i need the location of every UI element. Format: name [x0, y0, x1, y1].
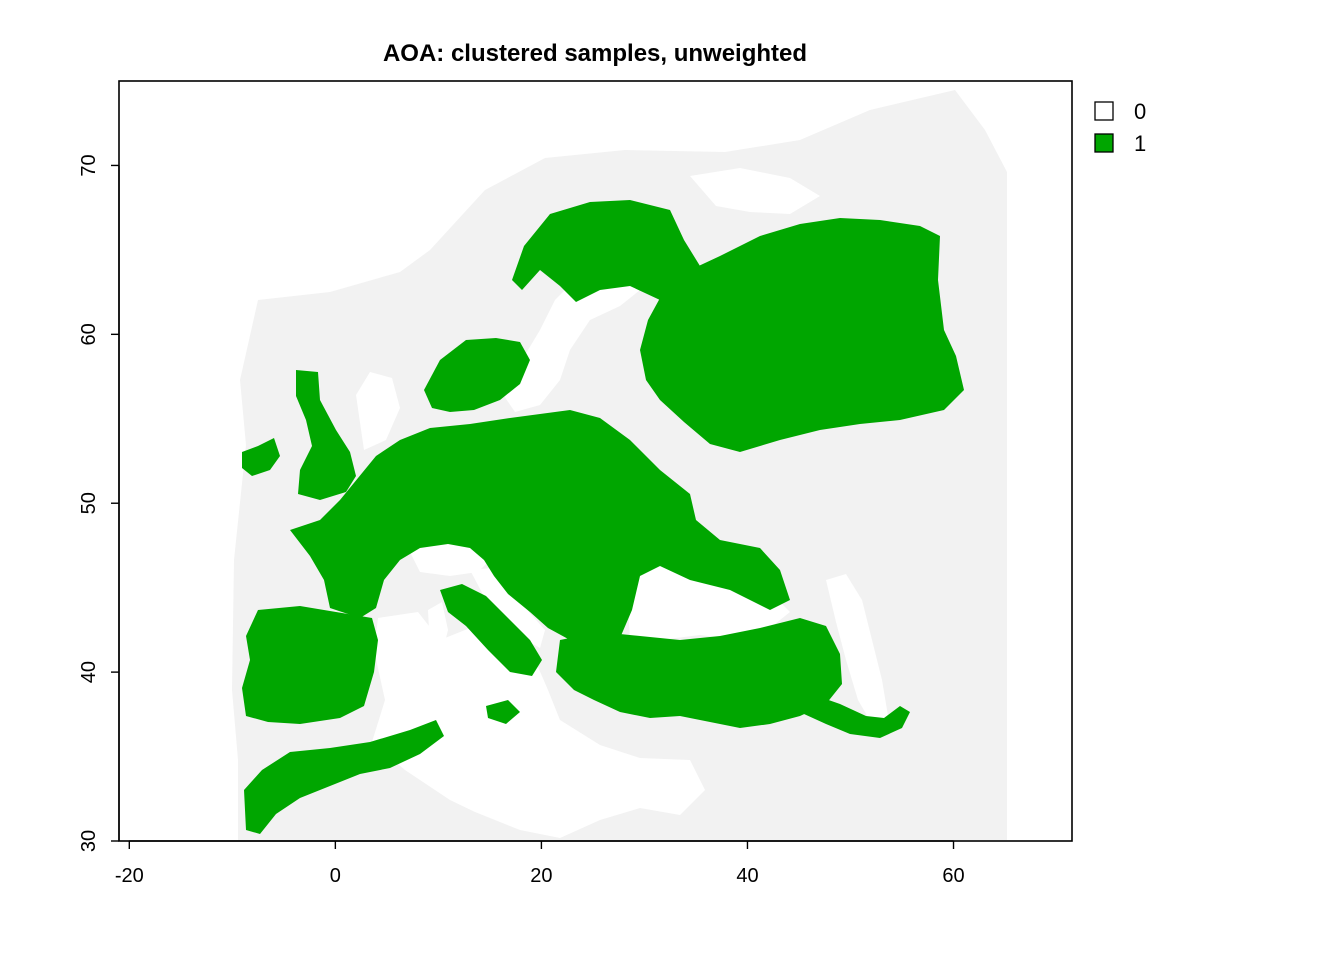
aoa-italy — [440, 584, 542, 676]
x-tick-label: 40 — [736, 865, 758, 887]
map-layer — [232, 90, 1007, 840]
mediterranean-sea — [372, 612, 705, 838]
legend-swatch-0 — [1094, 101, 1114, 121]
aoa-caucasus-iran — [800, 690, 910, 738]
x-tick-label: 60 — [942, 865, 964, 887]
x-axis: -20 0 20 40 60 — [115, 840, 965, 887]
y-tick-label: 40 — [78, 661, 100, 683]
atlantic-north-sea — [356, 372, 400, 450]
aoa-ireland — [242, 438, 280, 476]
x-tick-label: 20 — [530, 865, 552, 887]
aoa-scandinavia-finland — [512, 200, 700, 302]
aoa-denmark-sweden-south — [424, 338, 530, 412]
alps-outside-aoa — [408, 542, 490, 576]
aoa-sicily-sardinia — [486, 700, 520, 724]
arctic-white-sea — [690, 168, 820, 214]
x-tick-label: 0 — [330, 865, 341, 887]
legend: 01 — [1094, 99, 1146, 156]
y-tick-label: 60 — [78, 323, 100, 345]
adriatic-sea — [470, 568, 545, 648]
caspian-sea — [826, 574, 888, 724]
aoa-western-central-europe — [290, 410, 790, 644]
legend-label-0: 0 — [1134, 99, 1146, 124]
baltic-sea — [500, 266, 640, 412]
y-tick-label: 30 — [78, 830, 100, 852]
aoa-region — [242, 200, 964, 834]
tyrrhenian-islands — [428, 602, 448, 662]
y-axis: 30 40 50 60 70 — [78, 154, 120, 852]
y-tick-label: 70 — [78, 154, 100, 176]
x-tick-label: -20 — [115, 865, 144, 887]
aoa-north-africa — [244, 720, 444, 834]
aoa-iberia — [242, 606, 378, 724]
aoa-russia — [640, 218, 964, 452]
legend-swatch-1 — [1094, 133, 1114, 153]
chart-title: AOA: clustered samples, unweighted — [383, 40, 807, 67]
legend-label-1: 1 — [1134, 131, 1146, 156]
y-tick-label: 50 — [78, 492, 100, 514]
aoa-balkans-anatolia — [556, 618, 842, 728]
aoa-british-isles — [296, 370, 356, 500]
